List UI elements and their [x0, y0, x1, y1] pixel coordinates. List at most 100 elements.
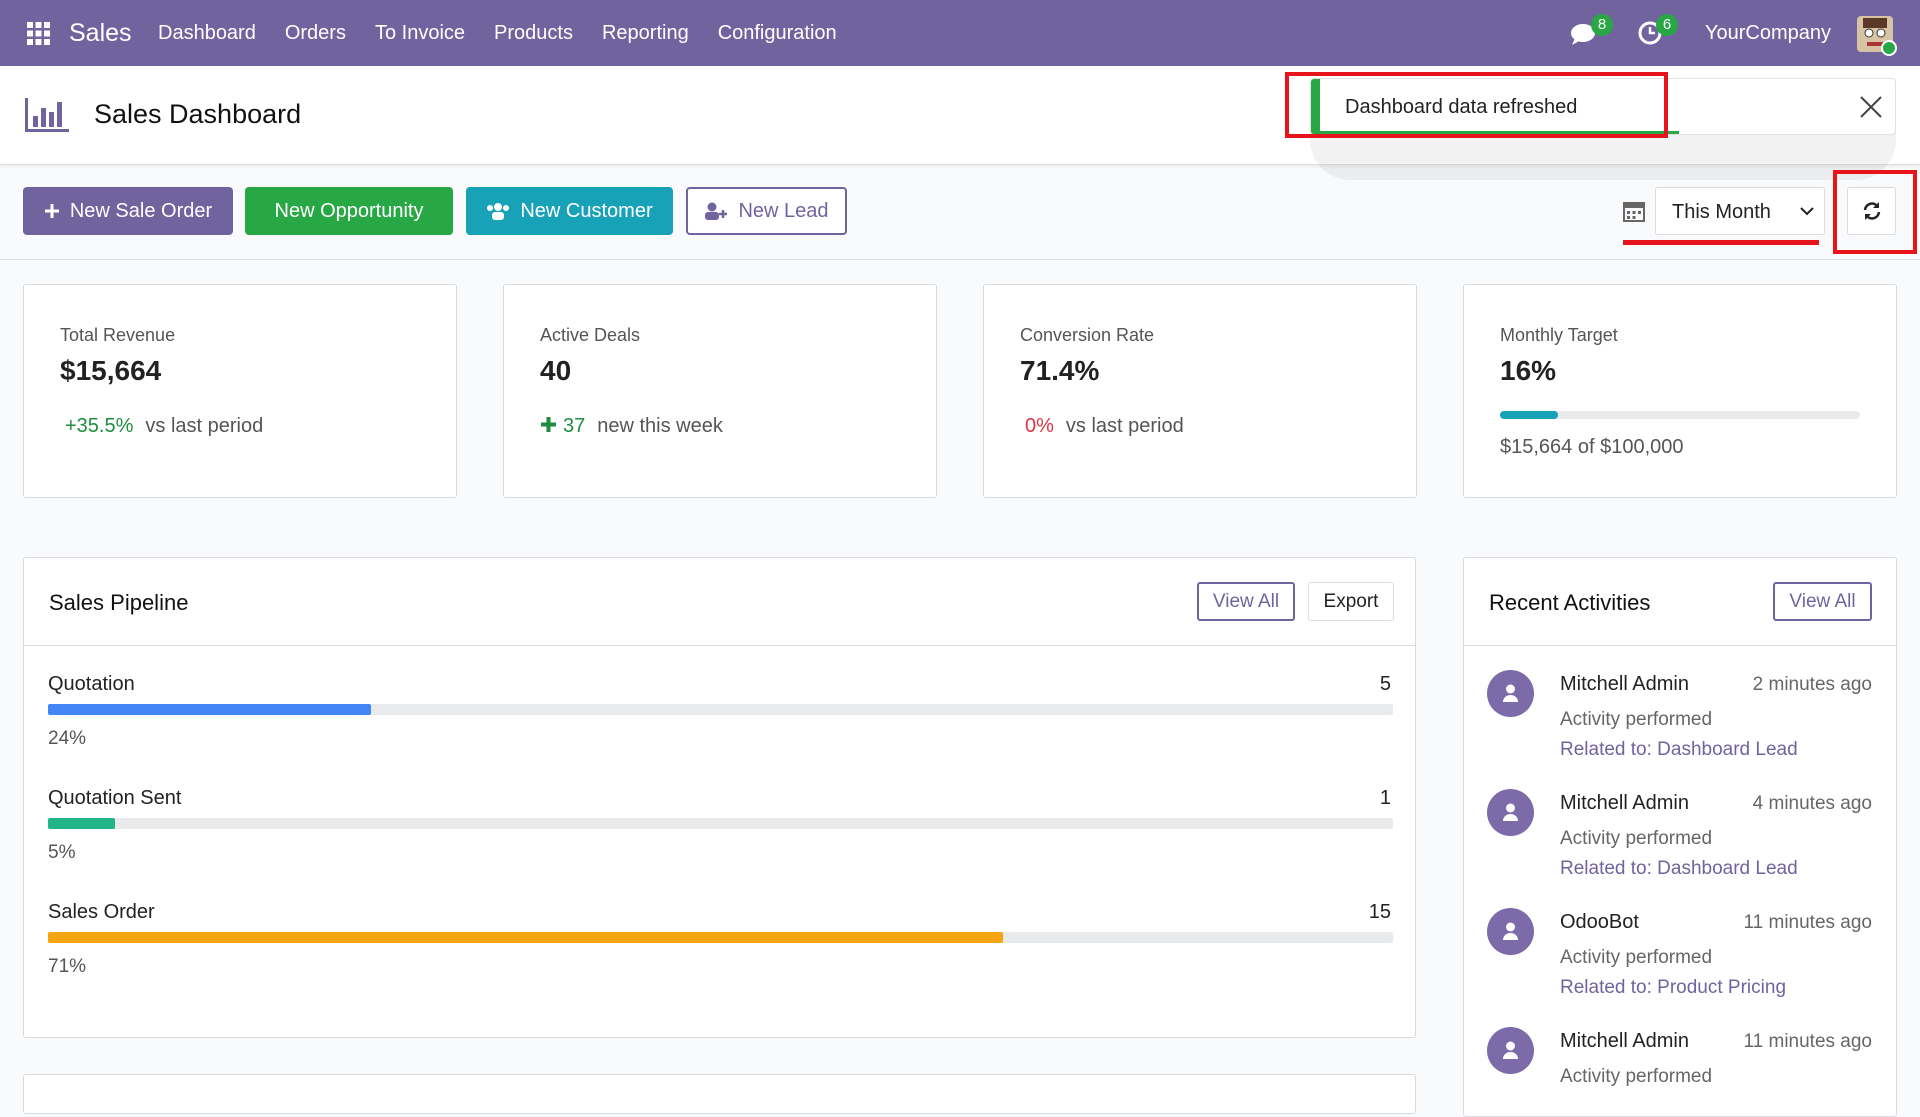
kpi-label: Active Deals [540, 325, 641, 345]
kpi-detail: $15,664 of $100,000 [1500, 436, 1684, 458]
stage-bar [48, 818, 116, 829]
progress-track [1500, 411, 1860, 419]
plus-icon [44, 204, 59, 218]
activity-action: Activity performed [1560, 947, 1713, 968]
toast-close[interactable] [1859, 95, 1883, 119]
stage-count: 15 [1368, 901, 1391, 923]
next-card [23, 1074, 1416, 1114]
stage-percent: 71% [48, 956, 87, 977]
button-label: New Lead [738, 199, 829, 222]
activities-badge: 6 [1656, 14, 1678, 36]
refresh-button[interactable] [1847, 187, 1896, 235]
kpi-value: 16% [1500, 355, 1557, 386]
new-sale-order-button[interactable]: New Sale Order [23, 187, 233, 235]
user-icon [1503, 684, 1518, 702]
kpi-label: Total Revenue [60, 325, 176, 345]
user-icon [1503, 1041, 1518, 1059]
stage-name: Quotation Sent [48, 787, 182, 809]
progress-bar [1500, 411, 1558, 419]
kpi-change-row: 0% vs last period [1020, 415, 1184, 438]
menu-item[interactable]: Products [494, 21, 573, 44]
kpi-change: 37 [563, 415, 586, 437]
activity-user: Mitchell Admin [1560, 1030, 1689, 1052]
kpi-value: 40 [540, 355, 572, 386]
activity-action: Activity performed [1560, 709, 1713, 730]
plus-icon [541, 417, 556, 432]
card-divider [24, 645, 1415, 646]
kpi-change-row: 37 new this week [540, 415, 723, 438]
activity-time: 2 minutes ago [1752, 674, 1872, 695]
menu-item[interactable]: Dashboard [158, 21, 256, 44]
period-select[interactable]: This Month [1655, 187, 1825, 235]
navbar: Sales Dashboard Orders To Invoice Produc… [0, 0, 1920, 66]
view-all-button[interactable]: View All [1773, 582, 1872, 621]
stage-count: 5 [1379, 673, 1391, 695]
toast-accent [1311, 79, 1320, 134]
new-lead-button[interactable]: New Lead [686, 187, 847, 235]
view-all-button[interactable]: View All [1197, 582, 1295, 621]
company-name[interactable]: YourCompany [1705, 22, 1832, 44]
activity-time: 4 minutes ago [1752, 793, 1872, 814]
activity-time: 11 minutes ago [1743, 912, 1872, 933]
kpi-label: Monthly Target [1500, 325, 1618, 345]
stage-bar [48, 704, 371, 715]
activity-user: Mitchell Admin [1560, 792, 1689, 814]
kpi-card: Conversion Rate 71.4% 0% vs last period [983, 284, 1417, 498]
refresh-icon [1863, 202, 1881, 220]
highlight-box [1833, 170, 1917, 254]
app-name[interactable]: Sales [69, 19, 132, 47]
kpi-change: 0% [1025, 415, 1054, 437]
activity-related: Related to: Dashboard Lead [1560, 739, 1798, 760]
stage-count: 1 [1379, 787, 1391, 809]
period-value: This Month [1672, 201, 1771, 223]
user-avatar[interactable] [1855, 14, 1897, 56]
kpi-value: 71.4% [1020, 355, 1100, 386]
stage-track [48, 818, 1393, 829]
chevron-icon [1800, 207, 1814, 216]
kpi-change-text: vs last period [1065, 415, 1184, 437]
menu-item[interactable]: Orders [284, 21, 346, 44]
messages-badge: 8 [1591, 14, 1613, 36]
export-button[interactable]: Export [1308, 582, 1394, 621]
card-divider [1464, 645, 1896, 646]
messages-icon[interactable] [1570, 20, 1600, 46]
new-opportunity-button[interactable]: New Opportunity [245, 187, 453, 235]
highlight-underline [1623, 240, 1819, 245]
toast-message: Dashboard data refreshed [1345, 96, 1578, 118]
card-title: Recent Activities [1489, 590, 1651, 615]
calendar-icon [1623, 202, 1645, 222]
menu-item[interactable]: To Invoice [374, 21, 466, 44]
menu: Dashboard Orders To Invoice Products Rep… [158, 0, 837, 66]
toast-timer [1311, 131, 1679, 134]
users-icon [487, 203, 510, 220]
stage-name: Sales Order [48, 901, 155, 923]
user-plus-icon [705, 202, 728, 220]
stage-bar [48, 932, 1003, 943]
highlight-box [1285, 72, 1668, 138]
kpi-change-text: vs last period [145, 415, 264, 437]
apps-icon[interactable] [27, 22, 50, 45]
button-label: New Opportunity [274, 199, 424, 222]
button-label: New Customer [520, 199, 653, 222]
activity-related: Related to: Product Pricing [1560, 977, 1787, 998]
stage-track [48, 932, 1393, 943]
kpi-change: +35.5% [65, 415, 134, 437]
activity-time: 11 minutes ago [1743, 1031, 1872, 1052]
pipeline-card: Sales Pipeline View All Export Quotation… [23, 557, 1416, 1038]
menu-item[interactable]: Configuration [717, 21, 837, 44]
user-icon [1503, 803, 1518, 821]
kpi-label: Conversion Rate [1020, 325, 1155, 345]
kpi-card: Total Revenue $15,664 +35.5% vs last peri… [23, 284, 457, 498]
new-customer-button[interactable]: New Customer [466, 187, 673, 235]
page-title: Sales Dashboard [94, 99, 302, 129]
activity-avatar [1487, 1027, 1534, 1074]
card-title: Sales Pipeline [49, 590, 189, 615]
activities-card: Recent Activities View All Mitchell Admi… [1463, 557, 1897, 1117]
kpi-change-text: new this week [597, 415, 723, 437]
kpi-value: $15,664 [60, 355, 162, 386]
kpi-card: Active Deals 40 37 new this week [503, 284, 937, 498]
button-label: New Sale Order [69, 199, 213, 222]
menu-item[interactable]: Reporting [601, 21, 689, 44]
